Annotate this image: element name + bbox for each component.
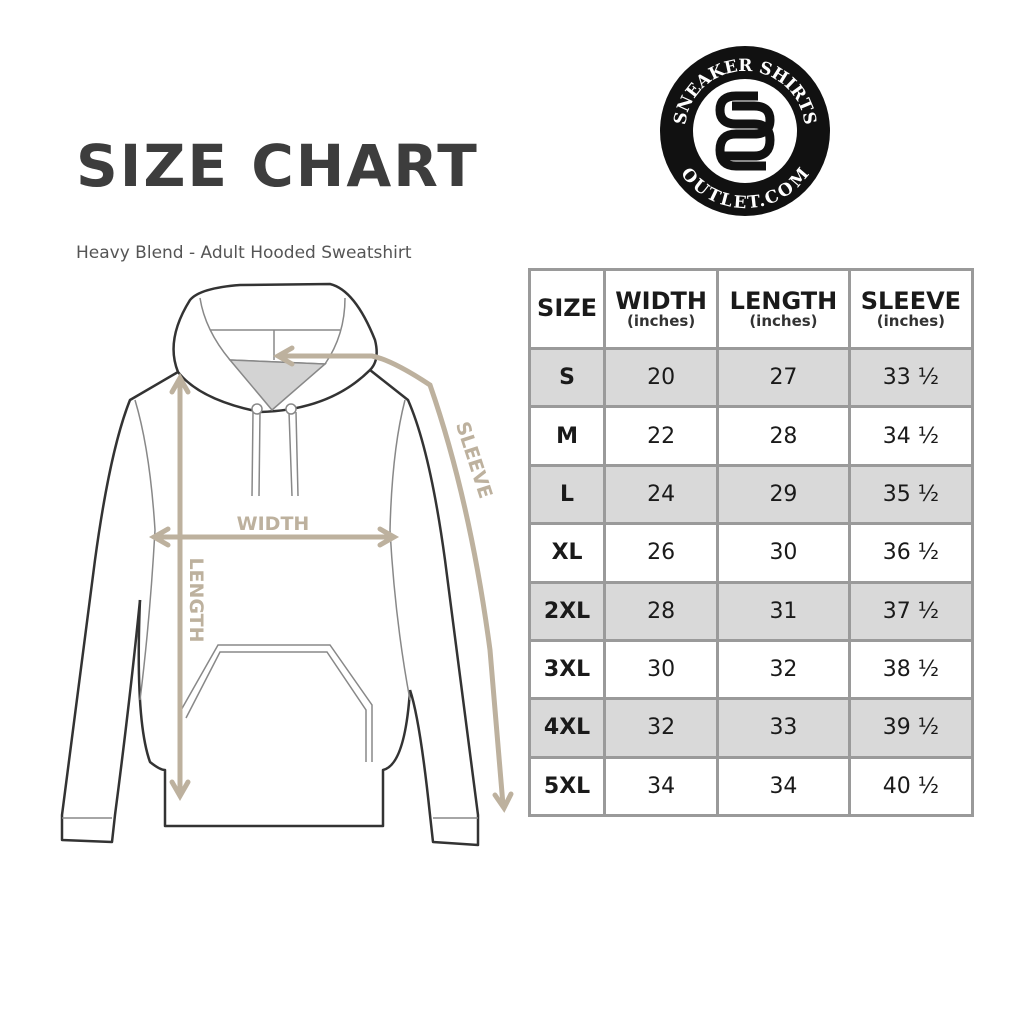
width-cell: 32 (603, 697, 720, 759)
length-label: LENGTH (185, 557, 207, 642)
width-cell: 24 (603, 463, 720, 526)
width-cell: 30 (603, 638, 720, 701)
sleeve-cell: 36 ½ (847, 522, 975, 584)
size-cell: XL (527, 522, 607, 584)
length-cell: 29 (716, 463, 851, 526)
length-cell: 27 (716, 346, 851, 409)
table-row: S 20 27 33 ½ (527, 346, 975, 409)
table-row: XL 26 30 36 ½ (527, 522, 975, 584)
length-cell: 33 (716, 697, 851, 759)
measurement-arrows (148, 345, 514, 813)
width-label: WIDTH (237, 513, 310, 535)
sleeve-cell: 38 ½ (847, 638, 975, 701)
brand-logo: SNEAKER SHIRTS OUTLET.COM (660, 46, 830, 216)
header-sleeve: SLEEVE (inches) (847, 268, 975, 350)
ss-monogram-icon (715, 91, 775, 171)
length-cell: 34 (716, 755, 851, 818)
length-cell: 30 (716, 522, 851, 584)
hoodie-outline (60, 282, 480, 847)
sleeve-cell: 33 ½ (847, 346, 975, 409)
sleeve-cell: 37 ½ (847, 580, 975, 642)
table-row: 3XL 30 32 38 ½ (527, 638, 975, 701)
size-cell: M (527, 405, 607, 467)
table-header-row: SIZE WIDTH (inches) LENGTH (inches) SLEEVE… (527, 268, 975, 350)
table-row: 2XL 28 31 37 ½ (527, 580, 975, 642)
size-table: SIZE WIDTH (inches) LENGTH (inches) SLEEVE… (527, 268, 975, 818)
table-row: 5XL 34 34 40 ½ (527, 755, 975, 818)
sleeve-cell: 35 ½ (847, 463, 975, 526)
sleeve-arrow (277, 353, 506, 808)
header-length: LENGTH (inches) (716, 268, 851, 350)
sleeve-cell: 39 ½ (847, 697, 975, 759)
size-cell: 5XL (527, 755, 607, 818)
header-width: WIDTH (inches) (603, 268, 720, 350)
hoodie-details (62, 297, 478, 819)
width-cell: 34 (603, 755, 720, 818)
size-cell: 2XL (527, 580, 607, 642)
length-cell: 31 (716, 580, 851, 642)
table-row: L 24 29 35 ½ (527, 463, 975, 526)
width-cell: 26 (603, 522, 720, 584)
size-cell: L (527, 463, 607, 526)
page-title: SIZE CHART (76, 132, 479, 200)
product-subtitle: Heavy Blend - Adult Hooded Sweatshirt (76, 243, 412, 263)
size-cell: 4XL (527, 697, 607, 759)
table-row: M 22 28 34 ½ (527, 405, 975, 467)
width-cell: 22 (603, 405, 720, 467)
sleeve-cell: 40 ½ (847, 755, 975, 818)
length-cell: 32 (716, 638, 851, 701)
size-cell: S (527, 346, 607, 409)
header-size: SIZE (527, 268, 607, 350)
width-cell: 20 (603, 346, 720, 409)
width-cell: 28 (603, 580, 720, 642)
table-row: 4XL 32 33 39 ½ (527, 697, 975, 759)
size-cell: 3XL (527, 638, 607, 701)
sleeve-cell: 34 ½ (847, 405, 975, 467)
length-cell: 28 (716, 405, 851, 467)
